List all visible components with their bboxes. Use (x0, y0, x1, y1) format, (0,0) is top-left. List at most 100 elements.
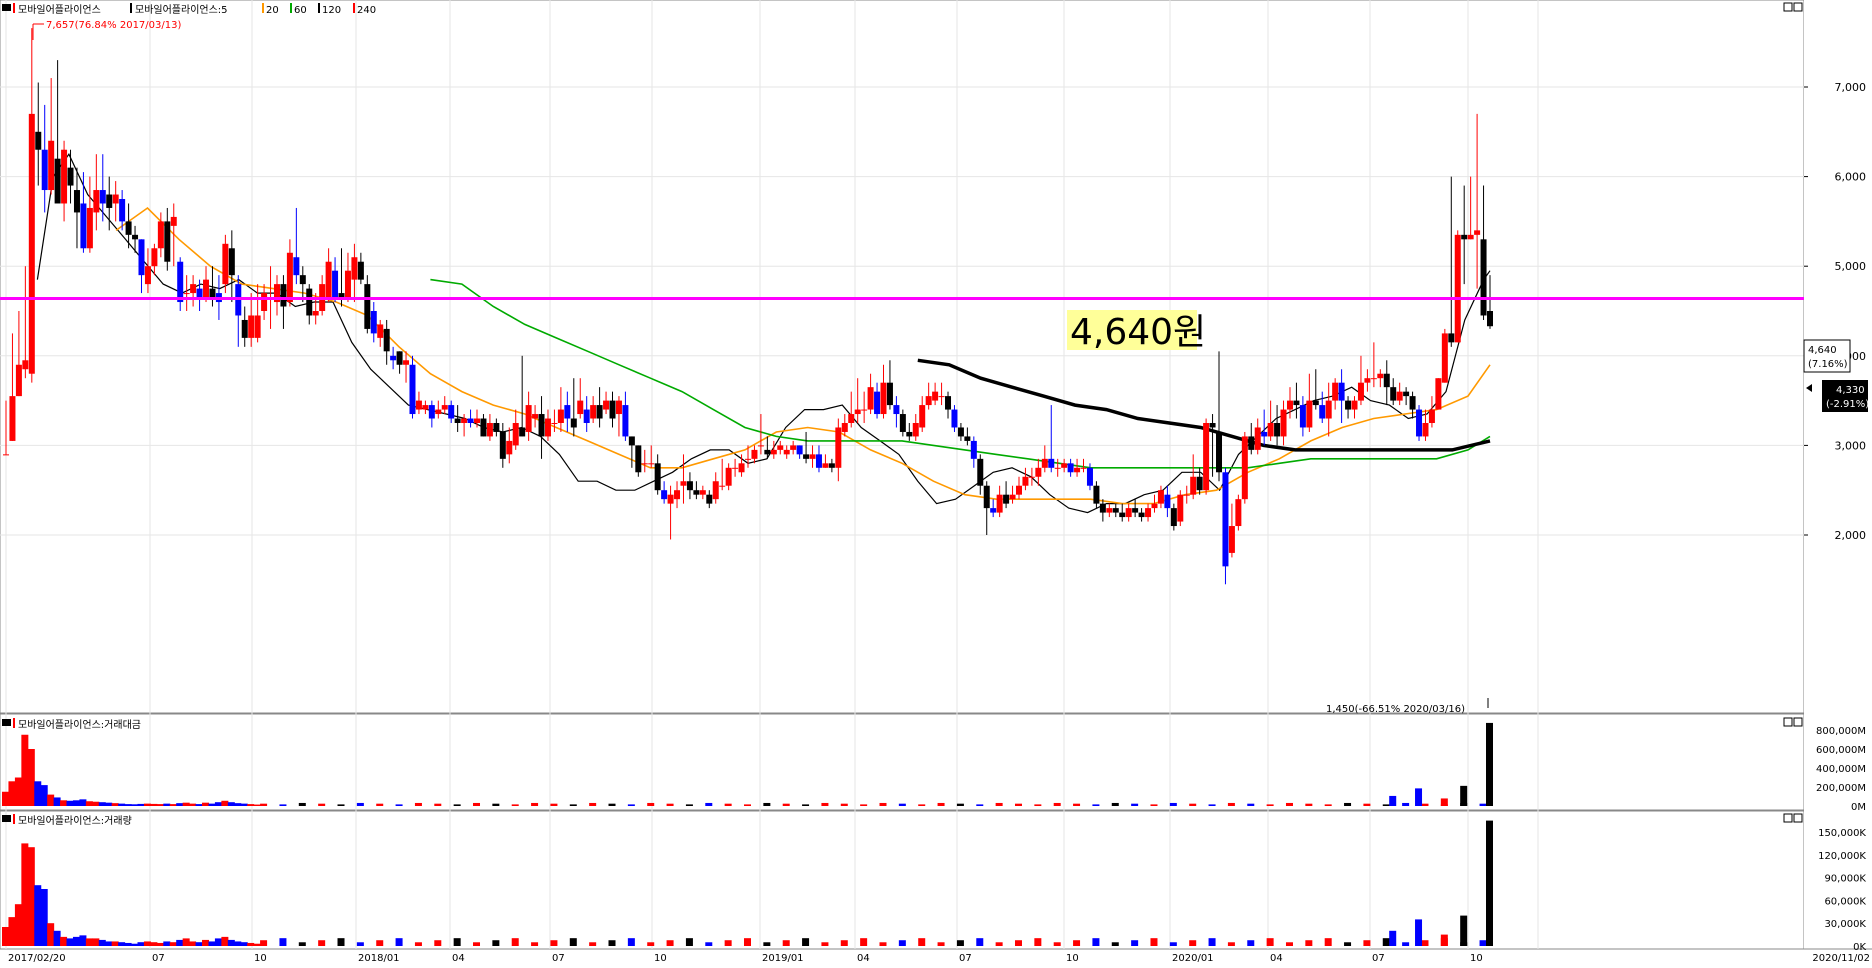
price-tick-label: 3,000 (1835, 439, 1867, 452)
legend-swatch-volume (13, 814, 15, 824)
tradeval-bar (879, 802, 887, 806)
candle-body (1099, 503, 1106, 513)
volume-bar (589, 942, 597, 946)
tradeval-bar (531, 802, 539, 806)
candle-body (196, 288, 203, 298)
volume-bar (511, 938, 519, 946)
volume-bar (85, 938, 93, 946)
candle-body (745, 458, 751, 460)
tradeval-bar (414, 802, 422, 806)
tradeval-bar (234, 803, 242, 806)
candle-body (828, 463, 835, 468)
tradeval-bar (802, 804, 810, 806)
candle-body (1332, 382, 1339, 401)
candle-body (403, 360, 410, 365)
tradeval-bar (72, 800, 80, 806)
candle-body (364, 284, 371, 329)
candle-body (344, 270, 351, 298)
candle-body (835, 427, 842, 468)
volume-bar (298, 942, 306, 946)
volume-bar (1266, 938, 1274, 946)
candle-body (1009, 494, 1016, 500)
volume-bar (434, 940, 442, 946)
close-icon[interactable] (1793, 717, 1803, 727)
right-axis-area (1804, 0, 1872, 964)
volume-bar (234, 941, 242, 946)
close-icon[interactable] (1793, 813, 1803, 823)
candle-body (119, 199, 126, 222)
tradeval-bar (195, 804, 203, 806)
volume-bar (840, 940, 848, 946)
tradeval-bar (66, 800, 74, 806)
panel-menu-icon[interactable] (2, 4, 11, 11)
x-tick-label: 07 (1372, 953, 1385, 964)
legend-items: 20 60 120 240 (262, 3, 376, 16)
x-tick-label: 07 (552, 953, 565, 964)
x-tick-label: 10 (1066, 953, 1079, 964)
ma120-line (917, 358, 1491, 452)
volume-tick-label: 0K (1853, 942, 1866, 953)
tradeval-bar (176, 803, 184, 806)
panel-menu-icon[interactable] (2, 719, 11, 726)
candle-body (880, 382, 887, 415)
tradeval-bar (1111, 802, 1119, 806)
volume-bar (1402, 942, 1410, 946)
panel-menu-icon[interactable] (2, 815, 11, 822)
minimize-icon[interactable] (1783, 813, 1793, 823)
candle-body (583, 409, 590, 423)
tradeval-bar (589, 802, 597, 806)
tradeval-bar (298, 802, 306, 806)
volume-tick-label: 150,000K (1818, 828, 1866, 839)
candle-body (1164, 494, 1171, 509)
candle-body (751, 449, 758, 459)
candle-body (1015, 485, 1022, 495)
candle-body (1422, 423, 1429, 437)
volume-bar (253, 943, 261, 946)
tradeval-bar (550, 803, 558, 806)
candle-body (725, 467, 732, 486)
volume-bar (1415, 919, 1423, 946)
candle-body (693, 490, 700, 495)
tradeval-bar (279, 804, 287, 806)
volume-bar (956, 940, 964, 946)
candle-body (1319, 405, 1326, 419)
tradeval-panel-title: 모바일어플라이언스:거래대금 (18, 719, 141, 731)
volume-bar (1131, 940, 1139, 946)
candle-body (467, 418, 474, 423)
tradeval-bar (627, 804, 635, 806)
tradeval-bar (724, 803, 732, 806)
tradeval-bar (260, 803, 268, 806)
candle-body (422, 405, 429, 410)
tradeval-bar (1150, 804, 1158, 806)
candle-body (932, 391, 939, 401)
tradeval-bar (1189, 803, 1197, 806)
volume-bar (666, 940, 674, 946)
candle-body (1461, 234, 1468, 240)
tradeval-bar (1389, 795, 1397, 806)
price-tick-label: 7,000 (1835, 81, 1867, 94)
x-tick-label: 2018/01 (358, 953, 400, 964)
high-note: 7,657(76.84% 2017/03/13) (46, 20, 181, 31)
minimize-icon[interactable] (1783, 2, 1793, 12)
candle-body (377, 324, 384, 338)
tradeval-bar (1305, 803, 1313, 806)
candle-body (125, 221, 132, 235)
volume-bar (937, 942, 945, 946)
candle-body (474, 418, 481, 423)
candle-body (1448, 333, 1455, 343)
volume-bar (860, 938, 868, 946)
volume-bar (1389, 930, 1397, 946)
price-panel-title: 모바일어플라이언스 (18, 4, 101, 16)
candle-body (1145, 508, 1152, 518)
candle-body (1119, 512, 1126, 518)
candle-body (1274, 423, 1281, 437)
tradeval-bar (118, 803, 126, 806)
close-icon[interactable] (1793, 2, 1803, 12)
tradeval-bar (569, 804, 577, 806)
candle-body (609, 400, 616, 419)
candle-body (964, 436, 971, 441)
candle-body (1241, 436, 1248, 500)
candle-body (138, 239, 145, 276)
minimize-icon[interactable] (1783, 717, 1793, 727)
candle-body (570, 418, 577, 428)
